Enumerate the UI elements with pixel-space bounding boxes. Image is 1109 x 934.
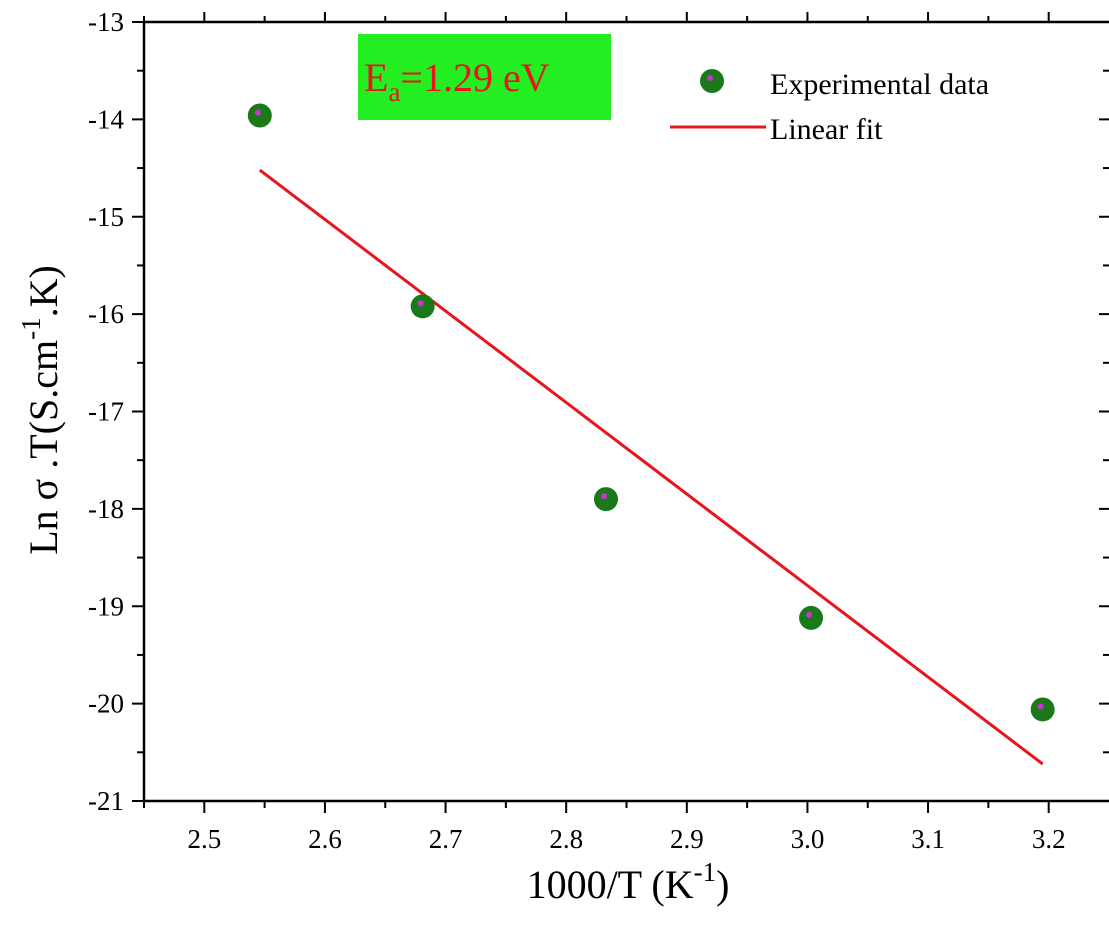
series-layer [247,103,1055,766]
y-tick-label: -16 [88,299,124,329]
legend-marker-experimental [700,69,724,93]
activation-energy-annotation: Ea=1.29 eV [358,34,611,120]
plot-frame [142,20,1109,803]
legend-marker-center [707,75,713,81]
x-axis-title-sup: -1 [694,857,717,887]
data-point [410,294,435,319]
x-tick-label: 2.9 [670,824,704,854]
legend-label-experimental: Experimental data [770,68,989,101]
y-axis-title: Ln σ .T(S.cm-1.K) [16,265,66,555]
y-axis-title-tail: .K) [21,265,66,317]
y-tick-label: -18 [88,494,124,524]
data-point-center [806,611,813,618]
x-tick-label: 2.7 [429,824,463,854]
x-tick-label: 3.2 [1032,824,1066,854]
legend-item-linear-fit: Linear fit [670,113,883,146]
x-axis-title: 1000/T (K-1) [527,857,730,907]
x-tick-label: 3.1 [911,824,945,854]
y-axis-title-main: Ln σ .T(S.cm [21,340,66,555]
x-tick-label: 2.5 [187,824,221,854]
y-tick-label: -19 [88,591,124,621]
data-point [799,605,824,630]
y-tick-label: -13 [88,7,124,37]
data-point [1030,697,1055,722]
y-tick-label: -15 [88,202,124,232]
data-point-center [417,300,424,307]
y-tick-label: -21 [88,786,124,816]
annotation-text: Ea=1.29 eV [364,55,550,107]
y-tick-label: -17 [88,397,124,427]
x-tick-label: 2.6 [308,824,342,854]
data-point [247,103,272,128]
annotation-main: E [364,55,388,100]
legend-label-linear-fit: Linear fit [770,113,883,146]
x-axis-title-tail: ) [716,862,729,907]
x-axis-title-main: 1000/T (K [527,862,694,907]
y-tick-label: -20 [88,689,124,719]
data-point-center [254,109,261,116]
x-tick-label: 2.8 [549,824,583,854]
legend: Experimental data Linear fit [670,68,989,146]
y-tick-label: -14 [88,104,124,134]
annotation-sub: a [388,77,400,107]
data-point-center [600,493,607,500]
y-axis: -13 -14 -15 -16 -17 -18 -19 -20 -21 [88,7,1109,816]
data-point-center [1037,703,1044,710]
legend-item-experimental: Experimental data [700,68,989,101]
x-tick-label: 3.0 [791,824,825,854]
annotation-tail: =1.29 eV [400,55,549,100]
annotation-background [358,34,611,120]
linear-fit-line [258,168,1044,766]
data-point [593,487,618,512]
y-axis-title-sup: -1 [16,317,46,340]
x-axis: 2.5 2.6 2.7 2.8 2.9 3.0 3.1 3.2 [143,12,1066,854]
